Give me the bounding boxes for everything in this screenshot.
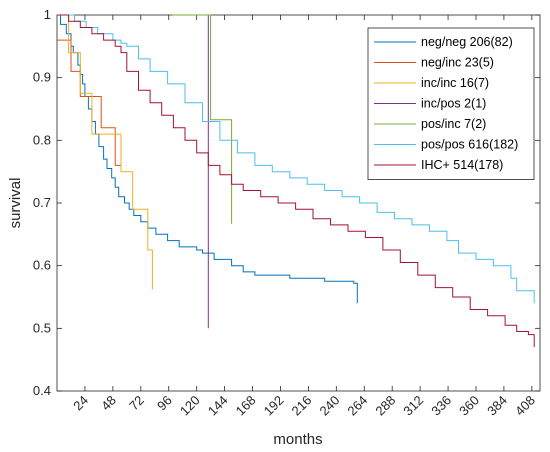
series-line-4 (172, 14, 233, 224)
x-tick-label: 288 (372, 393, 398, 419)
legend-entry: IHC+ 514(178) (421, 158, 503, 172)
x-tick-label: 192 (261, 393, 287, 419)
x-tick-label: 144 (205, 393, 231, 419)
y-tick-label: 0.7 (33, 195, 51, 210)
x-tick-label: 384 (484, 393, 510, 419)
legend: neg/neg 206(82) neg/inc 23(5) inc/inc 16(7… (367, 27, 535, 180)
legend-entry: inc/inc 16(7) (421, 76, 489, 90)
legend-entry: neg/inc 23(5) (421, 56, 494, 70)
x-tick-label: 24 (70, 393, 91, 414)
x-tick-label: 48 (98, 393, 119, 414)
x-tick-label: 312 (400, 393, 426, 419)
x-tick-label: 336 (428, 393, 454, 419)
x-tick-label: 360 (456, 393, 482, 419)
x-tick-label: 168 (233, 393, 259, 419)
x-tick-label: 408 (512, 393, 538, 419)
series-line-1 (57, 39, 121, 166)
y-axis-ticks: 0.4 0.5 0.6 0.7 0.8 0.9 1 (33, 7, 540, 398)
x-tick-label: 96 (154, 393, 175, 414)
x-tick-label: 216 (289, 393, 315, 419)
x-tick-label: 264 (344, 393, 370, 419)
x-tick-label: 120 (177, 393, 203, 419)
series-line-6 (57, 14, 535, 348)
series-layer (57, 14, 535, 348)
x-axis-label: months (273, 431, 322, 448)
y-tick-label: 0.4 (33, 383, 51, 398)
legend-entry: inc/pos 2(1) (421, 97, 486, 111)
y-tick-label: 0.8 (33, 132, 51, 147)
x-tick-label: 72 (126, 393, 147, 414)
legend-entry: pos/inc 7(2) (421, 117, 486, 131)
y-tick-label: 0.9 (33, 70, 51, 85)
y-tick-label: 0.5 (33, 320, 51, 335)
legend-entry: pos/pos 616(182) (421, 138, 518, 152)
series-line-2 (57, 14, 153, 290)
series-line-5 (57, 14, 535, 304)
x-tick-label: 240 (316, 393, 342, 419)
legend-entry: neg/neg 206(82) (421, 35, 513, 49)
y-axis-label: survival (7, 178, 24, 229)
y-tick-label: 0.6 (33, 258, 51, 273)
y-tick-label: 1 (44, 7, 51, 22)
